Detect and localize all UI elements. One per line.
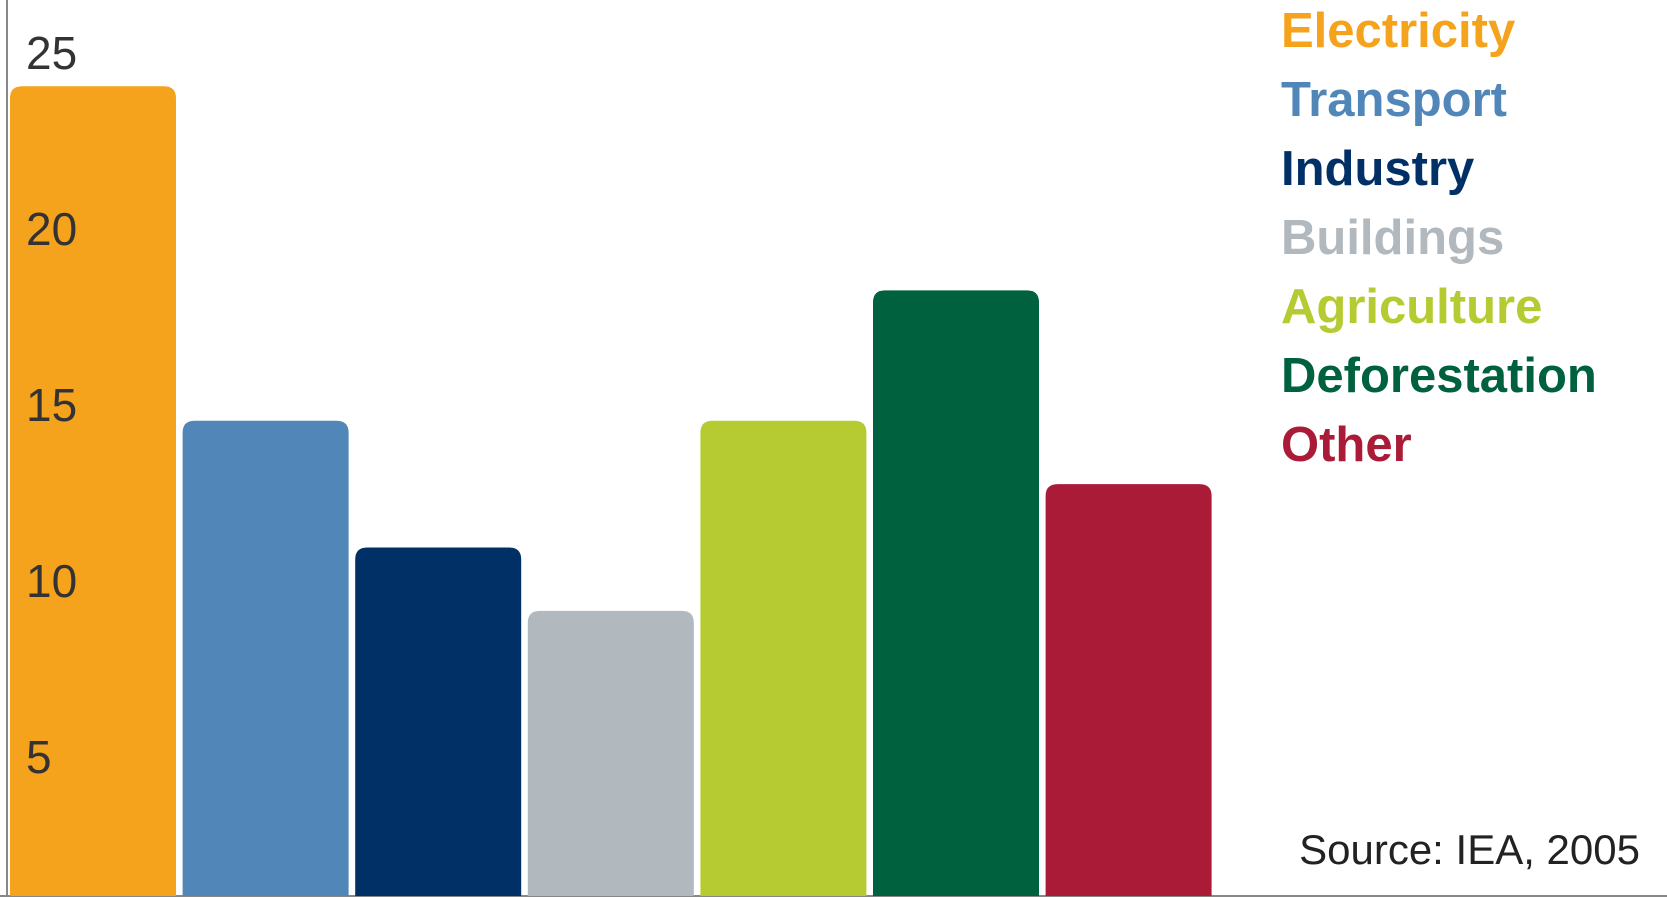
legend-item-electricity: Electricity [1281, 4, 1515, 58]
y-tick-label: 25 [26, 27, 77, 79]
legend: Electricity Transport Industry Buildings Agr… [1281, 4, 1597, 472]
bars-group [10, 86, 1212, 897]
bar-industry [355, 547, 522, 896]
legend-item-other: Other [1281, 418, 1412, 472]
y-tick-labels: 5 10 15 20 25 [26, 27, 77, 783]
legend-item-buildings: Buildings [1281, 211, 1504, 265]
bar-agriculture [700, 420, 867, 896]
y-tick-label: 5 [26, 731, 52, 783]
y-tick-label: 20 [26, 203, 77, 255]
y-tick-label: 15 [26, 379, 77, 431]
bar-electricity [10, 86, 176, 897]
y-tick-label: 10 [26, 555, 77, 607]
bar-buildings [527, 610, 694, 896]
legend-item-transport: Transport [1281, 73, 1507, 127]
legend-item-agriculture: Agriculture [1281, 280, 1542, 334]
source-note: Source: IEA, 2005 [1299, 826, 1640, 873]
bar-transport [182, 420, 349, 896]
bar-other [1045, 484, 1212, 896]
legend-item-deforestation: Deforestation [1281, 349, 1597, 403]
bar-deforestation [873, 290, 1039, 897]
legend-item-industry: Industry [1281, 142, 1474, 196]
